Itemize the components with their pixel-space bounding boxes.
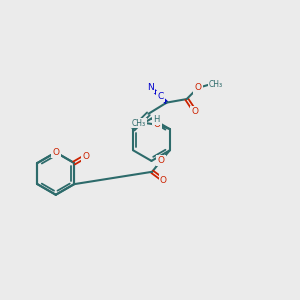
Text: CH₃: CH₃ <box>132 119 146 128</box>
Text: O: O <box>194 83 201 92</box>
Text: N: N <box>147 83 154 92</box>
Text: O: O <box>52 148 59 157</box>
Text: CH₃: CH₃ <box>208 80 223 89</box>
Text: C: C <box>157 92 163 101</box>
Text: O: O <box>158 156 164 165</box>
Text: O: O <box>154 120 161 129</box>
Text: H: H <box>154 115 160 124</box>
Text: O: O <box>160 176 167 184</box>
Text: O: O <box>191 107 198 116</box>
Text: O: O <box>82 152 89 161</box>
